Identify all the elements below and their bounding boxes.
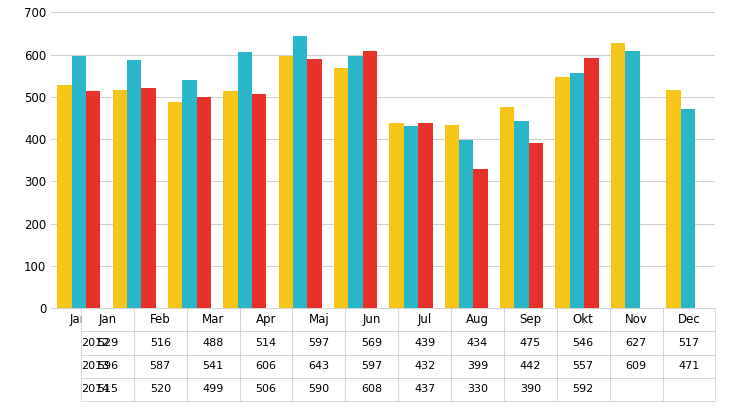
Text: 2014: 2014 <box>81 384 110 394</box>
Bar <box>112 90 127 308</box>
Bar <box>515 121 529 308</box>
Bar <box>445 125 459 308</box>
Bar <box>196 97 211 308</box>
Bar <box>223 91 238 308</box>
Bar <box>307 59 322 308</box>
Text: 2012: 2012 <box>81 338 110 348</box>
Bar <box>334 67 348 308</box>
Bar <box>459 139 474 308</box>
Bar <box>570 73 584 308</box>
Bar <box>418 124 432 308</box>
Bar <box>348 56 363 308</box>
Bar <box>389 123 404 308</box>
Bar <box>529 144 543 308</box>
Bar <box>500 108 515 308</box>
Bar <box>182 79 196 308</box>
Bar <box>293 36 307 308</box>
Text: 2013: 2013 <box>81 361 109 371</box>
Bar <box>584 58 599 308</box>
Bar <box>252 94 266 308</box>
Bar <box>86 90 100 308</box>
Bar <box>404 126 418 308</box>
Bar <box>238 52 252 308</box>
Bar <box>57 85 72 308</box>
Bar <box>168 102 182 308</box>
Bar <box>72 56 86 308</box>
Bar <box>127 60 142 308</box>
Bar <box>556 77 570 308</box>
Bar <box>279 56 293 308</box>
Bar <box>611 43 625 308</box>
Bar <box>666 90 680 308</box>
Bar <box>625 51 639 308</box>
Bar <box>363 51 377 308</box>
Bar <box>474 169 488 308</box>
Bar <box>142 88 155 308</box>
Bar <box>680 109 695 308</box>
